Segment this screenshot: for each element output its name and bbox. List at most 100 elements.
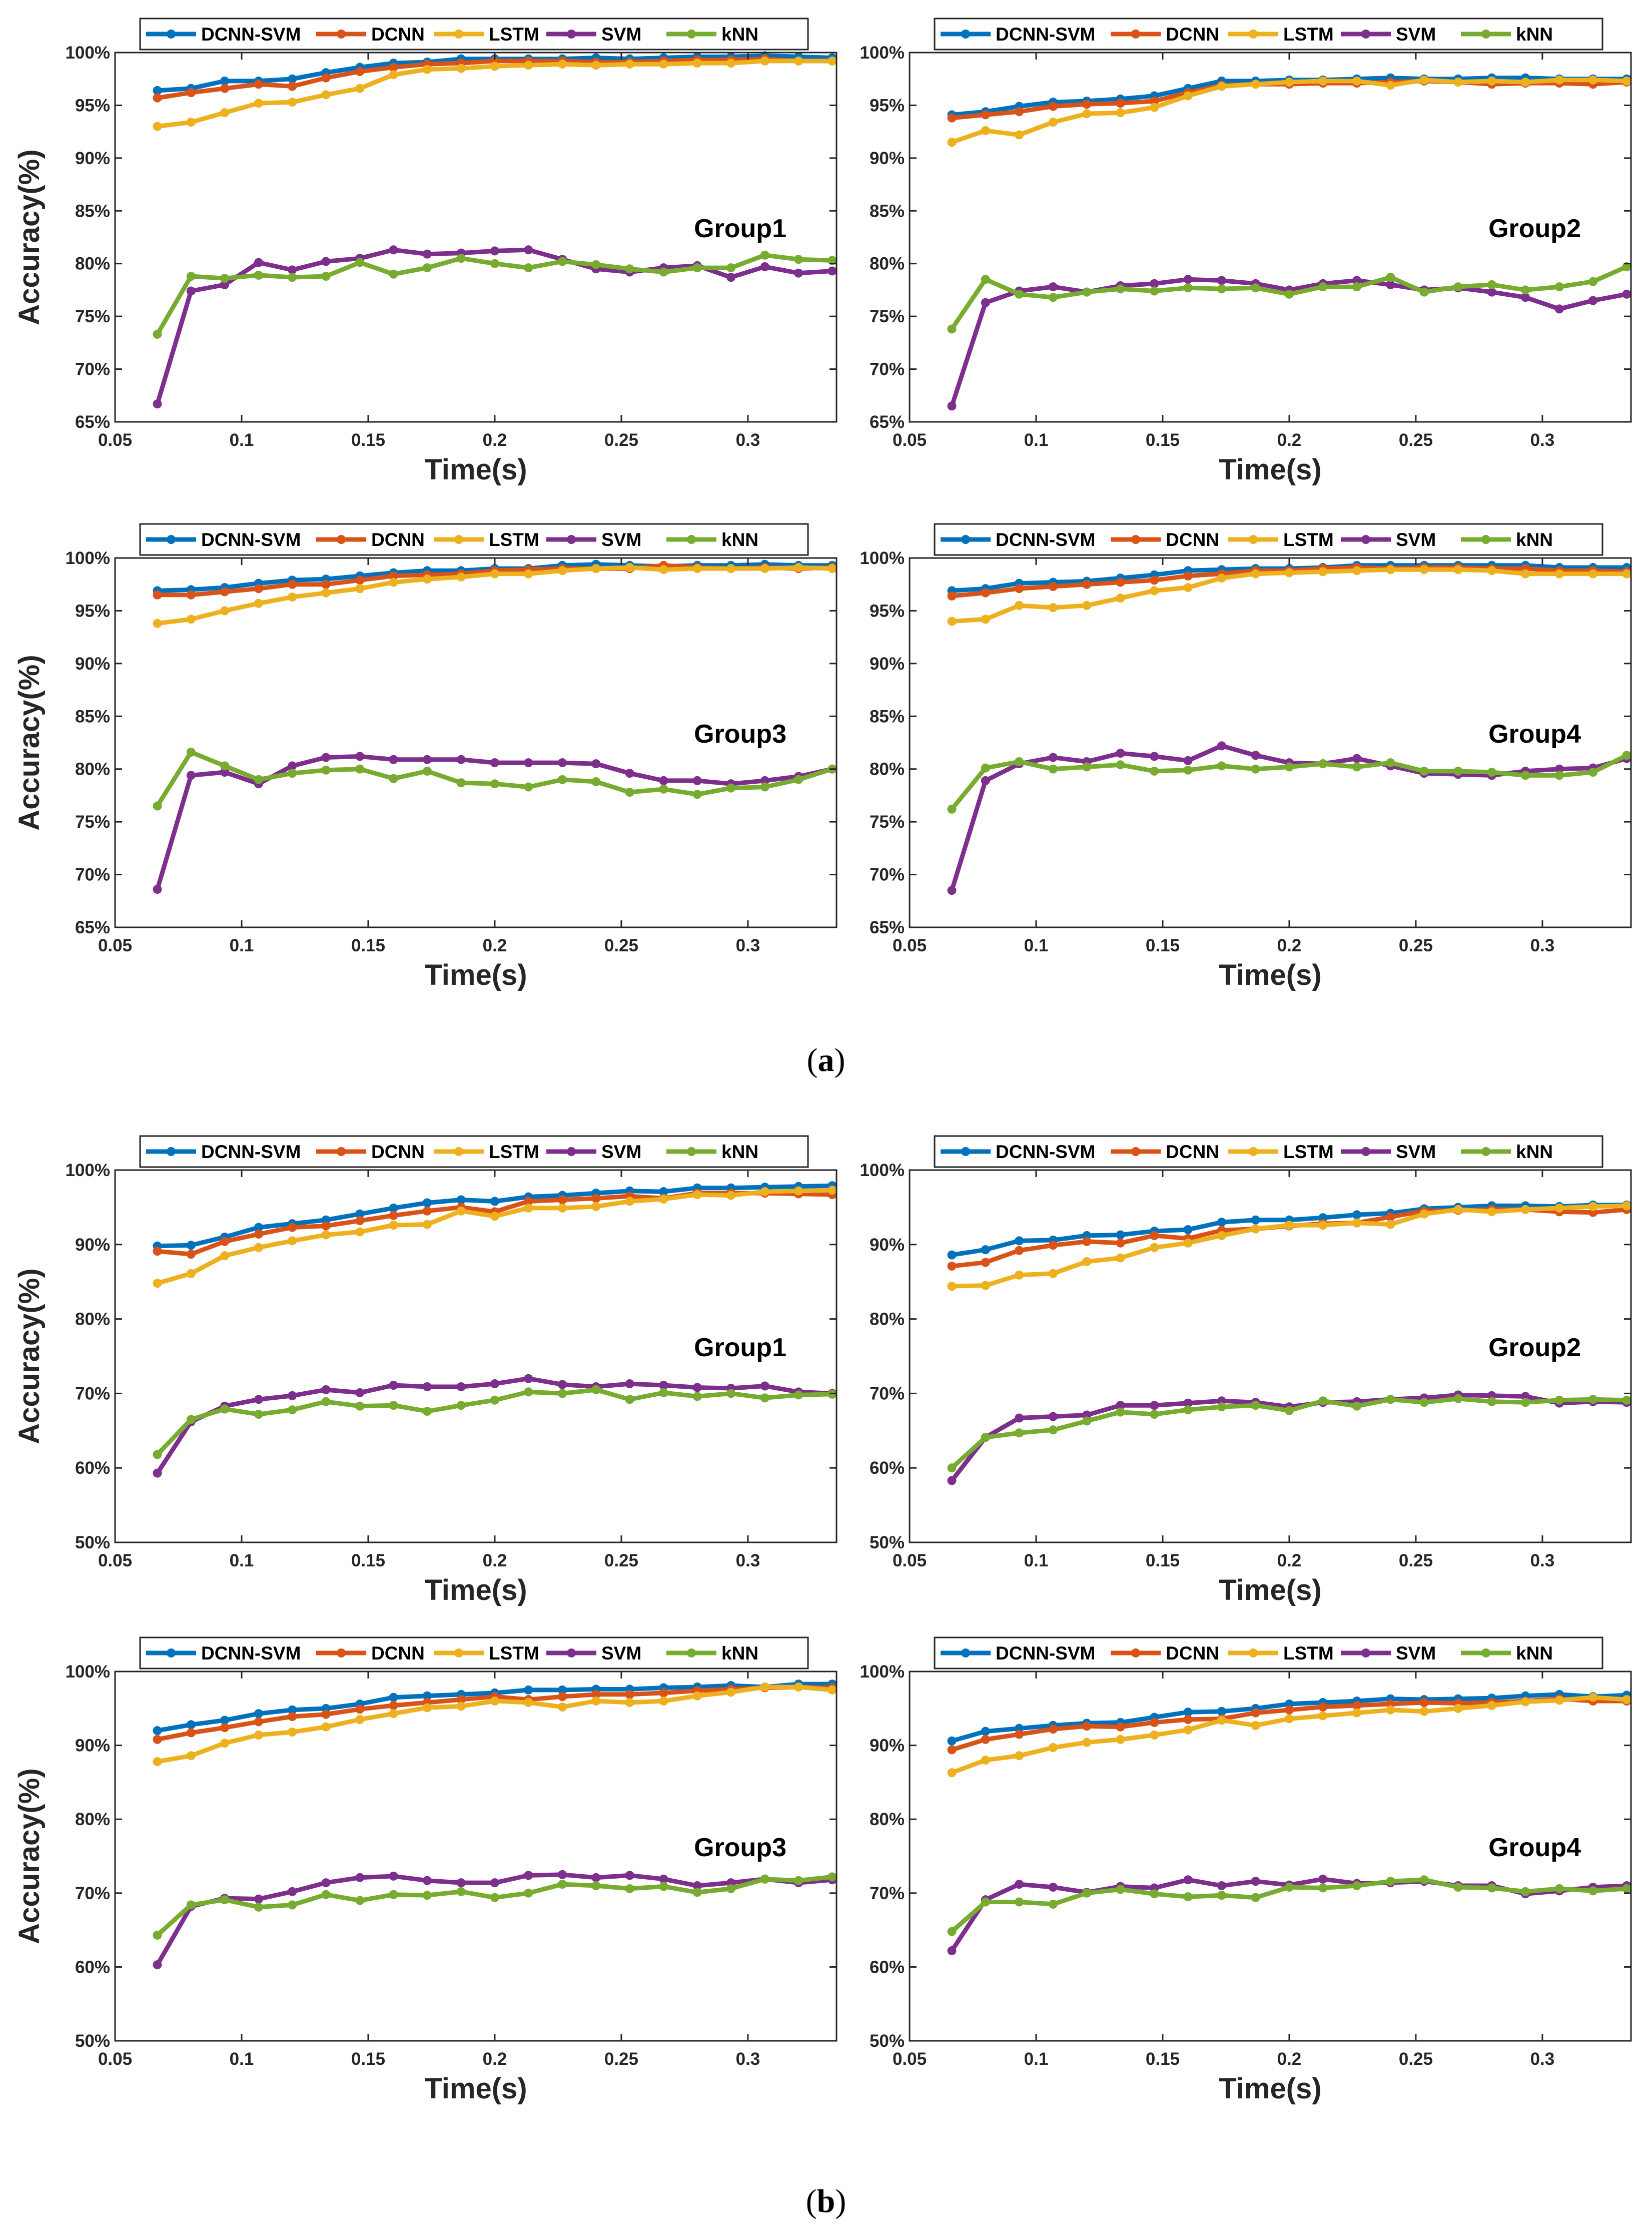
data-point	[456, 1887, 466, 1896]
data-point	[1386, 81, 1395, 90]
data-point	[288, 1728, 297, 1737]
data-point	[591, 1873, 601, 1882]
x-tick-label: 0.25	[1399, 936, 1433, 955]
data-point	[288, 98, 297, 107]
data-point	[389, 774, 398, 783]
data-point	[981, 1281, 990, 1290]
legend-marker	[567, 30, 576, 39]
data-point	[659, 60, 668, 69]
data-point	[1352, 282, 1362, 292]
data-point	[981, 1727, 990, 1736]
data-point	[591, 759, 601, 769]
data-point	[1183, 1708, 1193, 1717]
data-point	[1183, 756, 1193, 765]
y-tick-label: 65%	[75, 918, 110, 937]
data-point	[1284, 1714, 1294, 1724]
legend: DCNN-SVM DCNN LSTM SVM kNN	[934, 1135, 1603, 1168]
data-point	[760, 250, 769, 260]
data-point	[1352, 1708, 1362, 1718]
data-point	[1082, 762, 1092, 772]
data-point	[625, 60, 634, 69]
y-axis-label: Accuracy(%)	[13, 149, 46, 325]
data-point	[760, 564, 769, 574]
group-label: Group3	[694, 1833, 786, 1862]
group-label: Group4	[1488, 720, 1581, 749]
x-tick-label: 0.3	[736, 1551, 760, 1570]
data-point	[490, 62, 499, 71]
series-lstm	[947, 565, 1631, 626]
x-tick-label: 0.2	[483, 2049, 507, 2069]
y-tick-label: 80%	[870, 760, 905, 779]
data-point	[1352, 762, 1362, 772]
data-point	[1318, 1702, 1328, 1712]
data-point	[153, 86, 162, 95]
data-point	[1048, 1241, 1058, 1250]
x-tick-label: 0.05	[98, 936, 132, 955]
data-point	[321, 1878, 331, 1888]
data-point	[186, 771, 196, 780]
legend-label: DCNN	[1166, 1142, 1219, 1162]
data-point	[1150, 1243, 1159, 1252]
data-point	[1183, 1225, 1193, 1235]
data-point	[1588, 1693, 1598, 1702]
y-tick-label: 100%	[860, 548, 905, 568]
data-point	[288, 1391, 297, 1400]
data-point	[1318, 1874, 1328, 1884]
data-point	[760, 56, 769, 66]
data-point	[981, 588, 990, 598]
data-point	[1015, 1897, 1024, 1907]
data-point	[558, 1203, 567, 1213]
data-point	[1116, 1401, 1125, 1410]
data-point	[254, 1709, 263, 1719]
y-tick-label: 80%	[75, 254, 110, 274]
data-point	[1386, 1220, 1395, 1229]
data-point	[1554, 1395, 1564, 1405]
legend-marker	[1131, 1147, 1140, 1156]
x-tick-label: 0.25	[604, 430, 638, 450]
data-point	[186, 1415, 196, 1424]
data-point	[1284, 1705, 1294, 1715]
x-tick-label: 0.05	[98, 430, 132, 450]
data-point	[254, 1229, 263, 1239]
series-knn	[947, 262, 1631, 334]
data-point	[659, 1882, 668, 1891]
data-point	[1419, 1398, 1429, 1407]
data-point	[490, 1212, 499, 1221]
data-point	[1048, 1743, 1058, 1753]
y-tick-label: 80%	[75, 1810, 110, 1829]
x-tick-label: 0.2	[483, 430, 507, 450]
data-point	[220, 761, 230, 771]
y-tick-label: 70%	[75, 360, 110, 379]
data-point	[456, 1401, 466, 1410]
data-point	[1217, 1707, 1226, 1716]
legend-marker	[687, 535, 696, 544]
x-tick-label: 0.25	[604, 2049, 638, 2069]
data-point	[1554, 1203, 1564, 1213]
data-point	[1116, 578, 1125, 587]
data-point	[456, 778, 466, 788]
data-point	[1048, 1269, 1058, 1278]
chart-a-group4: 0.05 0.1 0.15 0.2 0.25 0.3 65% 70% 75% 80% 85% 90% 9…	[860, 523, 1632, 991]
data-point	[1521, 285, 1530, 295]
data-point	[1015, 1428, 1024, 1438]
legend-label: LSTM	[489, 24, 539, 45]
data-point	[591, 1194, 601, 1203]
legend-marker	[1361, 1648, 1370, 1657]
data-point	[220, 1739, 230, 1748]
legend-marker	[687, 1648, 696, 1657]
group-label: Group2	[1488, 1333, 1581, 1362]
data-point	[288, 265, 297, 275]
data-point	[1453, 1882, 1463, 1892]
data-point	[254, 1243, 263, 1252]
data-point	[692, 1392, 702, 1401]
data-point	[153, 1960, 162, 1969]
data-point	[1048, 764, 1058, 774]
data-point	[1521, 1697, 1530, 1707]
data-point	[1318, 1711, 1328, 1721]
data-point	[947, 324, 957, 334]
data-point	[1284, 762, 1294, 772]
axes-box	[114, 1671, 838, 2042]
data-point	[389, 1401, 398, 1410]
series-knn	[947, 1394, 1631, 1473]
